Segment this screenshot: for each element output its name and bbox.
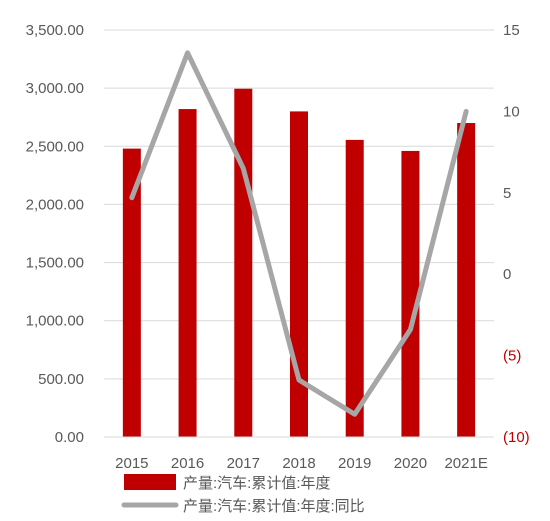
- x-axis: 2015 2016 2017 2018 2019 2020 2021E: [104, 436, 494, 472]
- legend-bar-swatch: [124, 474, 176, 490]
- bar-series: [122, 88, 476, 438]
- left-tick-label: 1,000.00: [26, 313, 84, 330]
- right-tick-label: (10): [503, 429, 530, 446]
- bar: [345, 139, 364, 437]
- x-tick-label: 2017: [227, 455, 260, 472]
- x-tick-label: 2021E: [444, 455, 487, 472]
- legend-line-label: 产量:汽车:累计值:年度:同比: [183, 498, 365, 515]
- x-tick-label: 2016: [171, 455, 204, 472]
- bar: [178, 109, 197, 438]
- x-tick-label: 2020: [394, 455, 427, 472]
- legend-bar-label: 产量:汽车:累计值:年度: [183, 475, 331, 492]
- right-tick-label: (5): [503, 348, 521, 365]
- left-axis: 0.00 500.00 1,000.00 1,500.00 2,000.00 2,500.…: [26, 22, 84, 446]
- x-tick-label: 2019: [338, 455, 371, 472]
- x-tick-label: 2015: [115, 455, 148, 472]
- left-tick-label: 500.00: [38, 371, 84, 388]
- left-tick-label: 1,500.00: [26, 255, 84, 272]
- right-tick-label: 5: [503, 185, 511, 202]
- left-tick-label: 2,000.00: [26, 196, 84, 213]
- left-tick-label: 0.00: [55, 429, 84, 446]
- right-tick-label: 0: [503, 266, 511, 283]
- line-series: [129, 50, 469, 417]
- right-tick-label: 15: [503, 22, 520, 39]
- bar: [122, 148, 141, 437]
- bar: [290, 111, 308, 438]
- left-tick-label: 2,500.00: [26, 138, 84, 155]
- right-axis: (10) (5) 0 5 10 15: [503, 22, 530, 446]
- left-tick-label: 3,000.00: [26, 80, 84, 97]
- right-tick-label: 10: [503, 103, 520, 120]
- left-tick-label: 3,500.00: [26, 22, 84, 39]
- bar: [234, 88, 253, 437]
- bar: [401, 150, 420, 438]
- bar: [457, 123, 476, 438]
- x-tick-label: 2018: [282, 455, 315, 472]
